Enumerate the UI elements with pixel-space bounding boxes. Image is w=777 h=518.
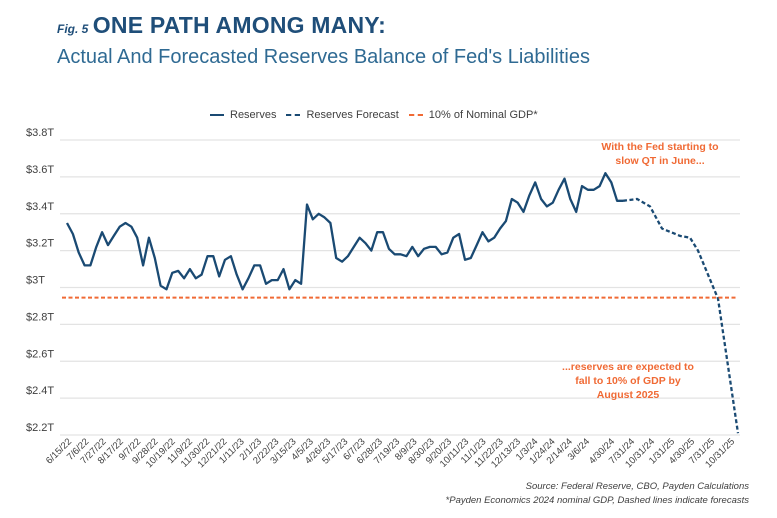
gdp-footnote: *Payden Economics 2024 nominal GDP, Dash… xyxy=(445,495,749,506)
chart-subtitle: Actual And Forecasted Reserves Balance o… xyxy=(57,46,590,68)
y-axis-ticks: $3.8T $3.6T $3.4T $3.2T $3T $2.8T $2.6T $2.4T $2… xyxy=(26,127,54,434)
annotation-reserves-forecast: August 2025 xyxy=(597,389,660,401)
footer: Source: Federal Reserve, CBO, Payden Cal… xyxy=(446,480,749,508)
series-layer xyxy=(62,172,740,434)
legend-swatch-dashed-orange xyxy=(408,114,423,116)
series-reserves-forecast-line xyxy=(622,197,740,434)
y-tick-label: $3.8T xyxy=(26,127,54,139)
y-tick-label: $2.4T xyxy=(26,385,54,397)
legend-item-reserves-forecast: Reserves Forecast xyxy=(286,109,399,121)
y-tick-label: $2.6T xyxy=(26,348,54,360)
legend-swatch-solid xyxy=(210,114,224,116)
legend-item-reserves: Reserves xyxy=(210,109,276,121)
legend: Reserves Reserves Forecast 10% of Nomina… xyxy=(210,109,542,121)
annotation-qt-slowdown: With the Fed starting to xyxy=(601,141,718,153)
annotation-reserves-forecast: ...reserves are expected to xyxy=(562,361,694,373)
annotations: With the Fed starting to slow QT in June.… xyxy=(562,141,719,401)
chart-title: Fig. 5 ONE PATH AMONG MANY: xyxy=(57,12,386,39)
figure-label: Fig. 5 xyxy=(57,22,89,36)
y-tick-label: $2.8T xyxy=(26,311,54,323)
annotation-reserves-forecast: fall to 10% of GDP by xyxy=(575,375,681,387)
title-main: ONE PATH AMONG MANY: xyxy=(92,12,386,38)
legend-swatch-dashed-blue xyxy=(286,114,301,116)
legend-label: Reserves xyxy=(230,109,277,121)
x-axis-ticks: 6/15/227/6/227/27/228/17/229/7/229/28/22… xyxy=(44,436,737,470)
annotation-qt-slowdown: slow QT in June... xyxy=(615,155,704,167)
legend-label: Reserves Forecast xyxy=(306,109,399,121)
y-tick-label: $3.4T xyxy=(26,201,54,213)
y-tick-label: $3.6T xyxy=(26,164,54,176)
y-tick-label: $3T xyxy=(26,275,45,287)
gridlines xyxy=(60,139,740,436)
y-tick-label: $2.2T xyxy=(26,422,54,434)
legend-label: 10% of Nominal GDP* xyxy=(428,109,538,121)
source-note: Source: Federal Reserve, CBO, Payden Cal… xyxy=(525,481,749,492)
y-tick-label: $3.2T xyxy=(26,238,54,250)
series-reserves-line xyxy=(65,172,623,291)
legend-item-gdp: 10% of Nominal GDP* xyxy=(408,109,538,121)
